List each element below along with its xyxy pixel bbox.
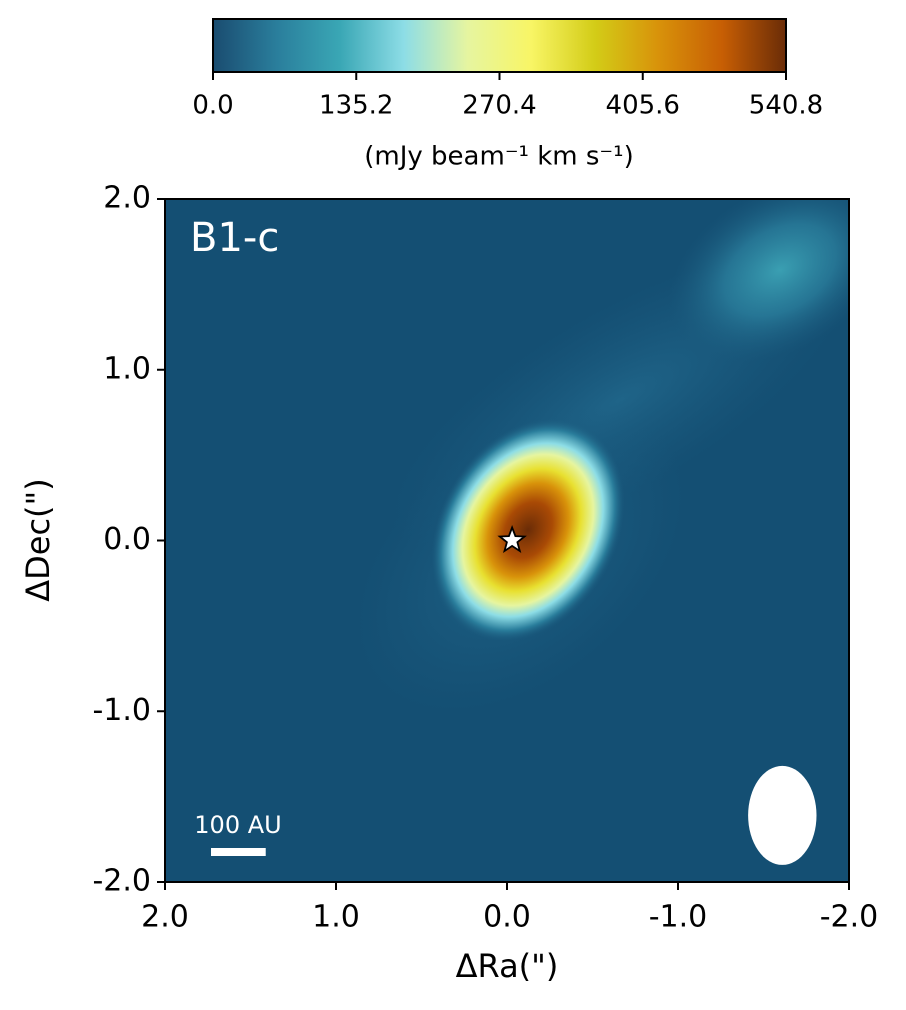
colorbar-label: (mJy beam⁻¹ km s⁻¹)	[364, 142, 633, 172]
colorbar	[212, 18, 787, 73]
x-tick-label: 2.0	[141, 900, 189, 935]
source-star	[497, 524, 527, 554]
map-image	[165, 199, 849, 882]
y-tick-label: 2.0	[103, 181, 151, 216]
colorbar-tick-label: 270.4	[462, 91, 536, 121]
colorbar-tick-label: 135.2	[319, 91, 393, 121]
y-axis-label: ΔDec(")	[19, 478, 57, 602]
beam	[748, 765, 817, 865]
scalebar-label: 100 AU	[194, 811, 281, 839]
x-tick-label: 0.0	[483, 900, 531, 935]
annotation: B1-c	[190, 215, 279, 261]
x-axis-label: ΔRa(")	[456, 947, 559, 985]
colorbar-tick-label: 405.6	[606, 91, 680, 121]
x-tick-label: -1.0	[649, 900, 708, 935]
y-tick-label: -1.0	[92, 693, 151, 728]
x-tick-label: 1.0	[312, 900, 360, 935]
y-tick-label: 1.0	[103, 351, 151, 386]
y-tick-label: -2.0	[92, 864, 151, 899]
y-tick-label: 0.0	[103, 522, 151, 557]
colorbar-tick-label: 540.8	[749, 91, 823, 121]
x-tick-label: -2.0	[820, 900, 879, 935]
colorbar-tick-label: 0.0	[192, 91, 233, 121]
